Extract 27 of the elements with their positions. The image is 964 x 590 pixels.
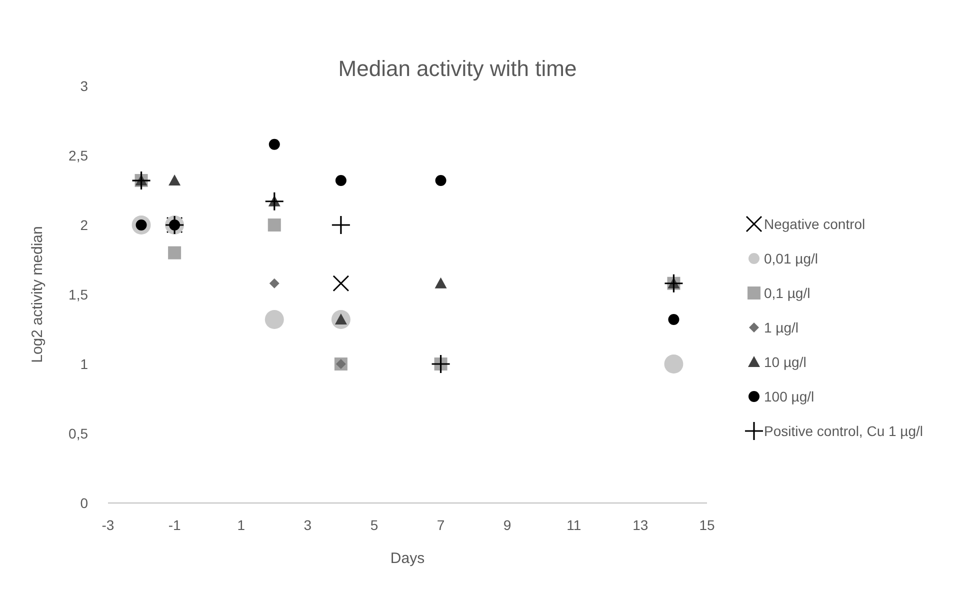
x-tick-label: 9 <box>503 517 512 533</box>
y-tick-label: 3 <box>80 78 88 94</box>
x-tick-label: -3 <box>102 517 114 533</box>
x-tick-label: -1 <box>168 517 181 533</box>
legend-label: Positive control, Cu 1 µg/l <box>764 423 924 439</box>
x-tick-label: 15 <box>699 517 715 533</box>
y-tick-label: 1,5 <box>68 286 88 302</box>
y-tick-label: 0,5 <box>68 426 88 442</box>
legend-label: Negative control <box>764 216 866 232</box>
y-tick-label: 2 <box>80 217 88 233</box>
x-tick-label: 7 <box>436 517 445 533</box>
y-tick-label: 1 <box>80 356 88 372</box>
legend-label: 0,1 µg/l <box>764 285 810 301</box>
legend-label: 10 µg/l <box>764 354 806 370</box>
chart-title: Median activity with time <box>338 56 577 81</box>
y-axis-title: Log2 activity median <box>29 226 46 363</box>
legend-label: 100 µg/l <box>764 388 814 404</box>
x-tick-label: 11 <box>566 517 582 533</box>
x-tick-label: 3 <box>304 517 312 533</box>
x-tick-label: 13 <box>632 517 648 533</box>
x-tick-label: 5 <box>370 517 378 533</box>
legend-label: 0,01 µg/l <box>764 250 818 266</box>
x-axis-title: Days <box>390 550 425 567</box>
y-tick-label: 2,5 <box>68 148 88 164</box>
legend-label: 1 µg/l <box>764 320 799 336</box>
x-tick-label: 1 <box>237 517 246 533</box>
y-tick-label: 0 <box>80 495 88 511</box>
